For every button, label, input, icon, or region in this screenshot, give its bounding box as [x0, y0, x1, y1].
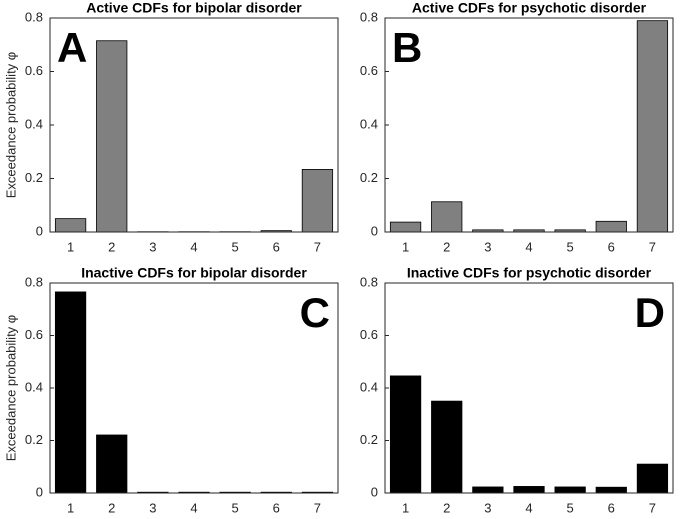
x-tick-label: 7	[314, 500, 321, 515]
bar	[96, 40, 128, 233]
x-tick-label: 3	[149, 500, 156, 515]
y-tick-label: 0.2	[360, 432, 378, 447]
bar	[389, 375, 422, 494]
axes-box	[384, 282, 674, 494]
x-tick-label: 2	[108, 239, 115, 254]
panel-label: C	[300, 289, 330, 336]
y-tick-label: 0.2	[25, 170, 43, 185]
chart-title: Active CDFs for bipolar disorder	[86, 0, 302, 16]
y-tick-label: 0.4	[25, 116, 43, 131]
x-tick-label: 5	[567, 239, 574, 254]
x-tick-label: 2	[108, 500, 115, 515]
y-tick-label: 0	[36, 484, 43, 499]
panel-label: D	[635, 289, 665, 336]
bar	[636, 463, 669, 494]
x-tick-label: 7	[649, 239, 656, 254]
panel-label: A	[57, 24, 87, 71]
y-tick-label: 0.2	[25, 432, 43, 447]
bar	[389, 221, 422, 233]
y-tick-label: 0.8	[25, 9, 43, 24]
x-tick-label: 6	[608, 239, 615, 254]
bar	[513, 486, 545, 494]
axes-box	[49, 17, 339, 233]
bar	[54, 291, 87, 494]
x-tick-label: 4	[525, 239, 532, 254]
bar	[301, 169, 334, 233]
x-tick-label: 3	[484, 239, 491, 254]
chart-title: Inactive CDFs for psychotic disorder	[407, 265, 652, 281]
x-tick-label: 4	[190, 500, 197, 515]
x-tick-label: 2	[443, 500, 450, 515]
x-tick-label: 7	[314, 239, 321, 254]
y-axis-label: Exceedance probability φ	[3, 52, 18, 198]
y-tick-label: 0.4	[25, 379, 43, 394]
x-tick-label: 6	[273, 239, 280, 254]
bar	[431, 400, 463, 494]
x-tick-label: 6	[608, 500, 615, 515]
y-tick-label: 0	[36, 223, 43, 238]
y-tick-label: 0.8	[360, 9, 378, 24]
x-tick-label: 7	[649, 500, 656, 515]
axes-box	[384, 17, 674, 233]
bar	[636, 20, 669, 233]
x-tick-label: 3	[484, 500, 491, 515]
x-tick-label: 1	[67, 500, 74, 515]
x-tick-label: 4	[525, 500, 532, 515]
x-tick-label: 5	[232, 239, 239, 254]
x-tick-label: 2	[443, 239, 450, 254]
chart-title: Inactive CDFs for bipolar disorder	[81, 265, 307, 281]
x-tick-label: 5	[232, 500, 239, 515]
y-tick-label: 0	[371, 223, 378, 238]
y-axis-label: Exceedance probability φ	[3, 315, 18, 461]
chart-title: Active CDFs for psychotic disorder	[412, 0, 647, 16]
y-tick-label: 0.6	[25, 327, 43, 342]
bar	[595, 486, 627, 494]
y-tick-label: 0	[371, 484, 378, 499]
bar	[595, 220, 627, 233]
y-tick-label: 0.4	[360, 116, 378, 131]
x-tick-label: 1	[402, 500, 409, 515]
y-tick-label: 0.2	[360, 170, 378, 185]
y-tick-label: 0.8	[25, 274, 43, 289]
bar	[96, 434, 128, 494]
x-tick-label: 4	[190, 239, 197, 254]
panel-label: B	[392, 24, 422, 71]
bar	[54, 218, 87, 233]
y-tick-label: 0.6	[25, 63, 43, 78]
y-tick-label: 0.4	[360, 379, 378, 394]
x-tick-label: 5	[567, 500, 574, 515]
x-tick-label: 3	[149, 239, 156, 254]
axes-box	[49, 282, 339, 494]
y-tick-label: 0.6	[360, 63, 378, 78]
x-tick-label: 1	[402, 239, 409, 254]
x-tick-label: 6	[273, 500, 280, 515]
bar	[472, 486, 504, 494]
x-tick-label: 1	[67, 239, 74, 254]
y-tick-label: 0.6	[360, 327, 378, 342]
bar	[554, 486, 586, 494]
bar	[431, 201, 463, 233]
y-tick-label: 0.8	[360, 274, 378, 289]
